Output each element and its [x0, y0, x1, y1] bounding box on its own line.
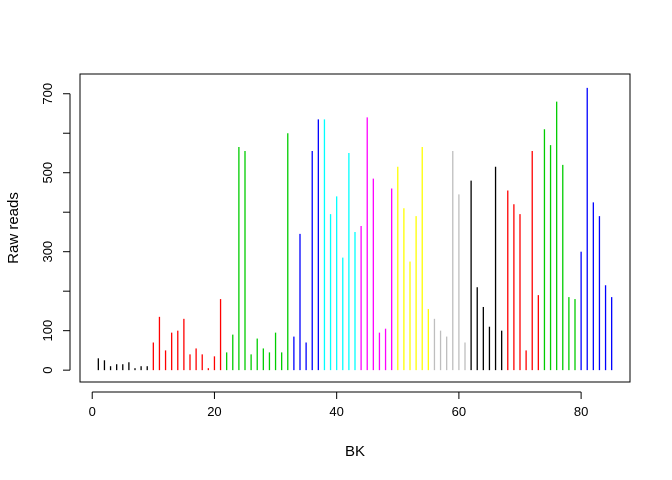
y-tick-label: 0	[40, 367, 55, 374]
x-tick-label: 20	[207, 404, 221, 419]
x-tick-label: 0	[89, 404, 96, 419]
x-axis-label: BK	[345, 443, 365, 460]
y-tick-label: 100	[40, 320, 55, 342]
y-axis: 0 100 300 500 700	[40, 83, 71, 374]
y-tick-label: 700	[40, 83, 55, 105]
bars-group	[97, 87, 613, 371]
x-tick-label: 80	[574, 404, 588, 419]
y-tick-label: 300	[40, 241, 55, 263]
x-tick-label: 40	[329, 404, 343, 419]
plot-frame	[79, 73, 631, 383]
x-tick-label: 60	[452, 404, 466, 419]
y-tick-label: 500	[40, 162, 55, 184]
y-axis-label: Raw reads	[5, 192, 22, 264]
x-axis: 0 20 40 60 80	[89, 391, 588, 419]
